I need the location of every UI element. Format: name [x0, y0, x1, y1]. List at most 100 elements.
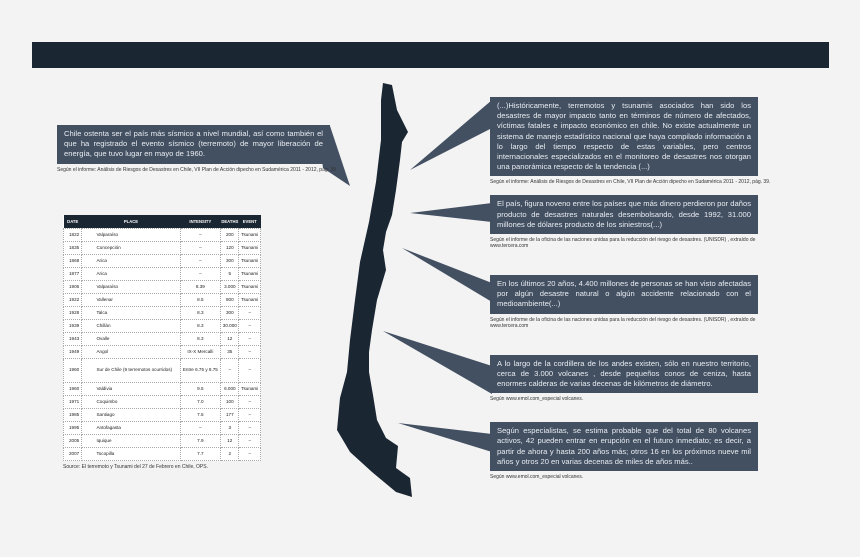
table-cell: 1822: [62, 227, 83, 242]
table-row: 2005 Iquique 7.9 12–: [62, 433, 261, 448]
table-cell: 5: [220, 266, 240, 281]
table-cell: –: [179, 266, 222, 281]
callout-1-group: (...)Históricamente, terremotos y tsunam…: [490, 97, 790, 185]
table-cell: 7.9: [179, 433, 222, 448]
callout-text: En los últimos 20 años, 4.400 millones d…: [497, 279, 751, 309]
callout-text: El país, figura noveno entre los países …: [497, 199, 751, 229]
table-cell: 300: [220, 305, 240, 320]
callout-text: Chile ostenta ser el país más sísmico a …: [64, 129, 323, 159]
pointer-2: [410, 203, 492, 222]
table-cell: 120: [220, 240, 240, 255]
table-cell: Arica: [81, 266, 181, 281]
col-header: PLACE: [81, 215, 180, 228]
table-cell: Tsunami: [238, 279, 261, 294]
callout-5-group: Según especialistas, se estima probable …: [490, 422, 790, 480]
table-row: 1943 Ovalle 8.3 12–: [62, 331, 261, 346]
table-cell: 100: [220, 394, 240, 409]
table-cell: Concepción: [81, 240, 181, 255]
table-cell: –: [179, 227, 222, 242]
table-cell: –: [179, 253, 222, 268]
table-cell: –: [238, 394, 261, 409]
pointer-5: [398, 423, 492, 452]
col-header: DEATHS: [220, 215, 239, 228]
callout-source: Según www.emol.com_especial volcanes.: [490, 396, 584, 403]
table-cell: Entre 6.75 y 8.75: [179, 357, 222, 383]
table-row: 1835 Concepción –120 Tsunami: [62, 240, 261, 255]
table-cell: Talca: [81, 305, 181, 320]
table-cell: Valparaíso: [81, 279, 181, 294]
callout-text: Según especialistas, se estima probable …: [497, 426, 751, 466]
table-cell: –: [238, 331, 261, 346]
table-cell: Tocopilla: [81, 446, 181, 461]
callout-5: Según especialistas, se estima probable …: [490, 422, 758, 472]
table-cell: 7.0: [179, 394, 222, 409]
table-cell: 6.000: [220, 381, 240, 396]
table-cell: Santiago: [81, 407, 181, 422]
table-cell: 2: [220, 446, 240, 461]
table-cell: –: [220, 357, 240, 383]
table-row: 2007 Tocopilla 7.7 2–: [62, 446, 261, 461]
table-cell: Valdivia: [81, 381, 181, 396]
callout-text: (...)Históricamente, terremotos y tsunam…: [497, 101, 751, 172]
table-cell: 8.3: [179, 318, 222, 333]
table-cell: 8.3: [179, 305, 222, 320]
callout-column: (...)Históricamente, terremotos y tsunam…: [490, 97, 790, 480]
callout-3-group: En los últimos 20 años, 4.400 millones d…: [490, 275, 790, 329]
table-cell: 1922: [62, 292, 83, 307]
table-cell: 2005: [62, 433, 83, 448]
table-cell: 1939: [62, 318, 83, 333]
col-header: DATE: [63, 215, 82, 228]
table-row: 1868 Arica –300 Tsunami: [62, 253, 261, 268]
col-header: EVENT: [238, 215, 261, 228]
callout-3: En los últimos 20 años, 4.400 millones d…: [490, 275, 758, 314]
table-cell: 1906: [62, 279, 83, 294]
table-cell: 1985: [62, 407, 83, 422]
table-row: 1906 Valparaíso 8.39 3.000 Tsunami: [62, 279, 261, 294]
table-row: 1949 Angol IX-X Mercalli 35–: [62, 344, 261, 359]
table-cell: Sur de Chile (9 terremotos ocurridos): [81, 357, 181, 383]
table-cell: 800: [220, 292, 240, 307]
table-cell: Tsunami: [238, 253, 261, 268]
pointer-4: [383, 331, 492, 394]
table-source: Source: El terremoto y Tsunami del 27 de…: [63, 463, 208, 470]
chile-map: [337, 83, 412, 497]
table-cell: 12: [220, 433, 240, 448]
table-row: 1939 Chillán 8.3 30.000–: [62, 318, 261, 333]
table-row: 1877 Arica –5 Tsunami: [62, 266, 261, 281]
table-cell: 1835: [62, 240, 83, 255]
callout-4-group: A lo largo de la cordillera de los andes…: [490, 354, 790, 403]
callout-text: A lo largo de la cordillera de los andes…: [497, 358, 751, 389]
table-cell: Valparaíso: [81, 227, 181, 242]
table-cell: Tsunami: [238, 240, 261, 255]
table-cell: IX-X Mercalli: [179, 344, 222, 359]
callout-left-group: Chile ostenta ser el país más sísmico a …: [57, 125, 342, 173]
table-cell: 3.000: [220, 279, 240, 294]
table-cell: –: [238, 446, 261, 461]
table-cell: –: [179, 240, 222, 255]
table-cell: –: [238, 305, 261, 320]
table-cell: –: [238, 420, 261, 435]
callout-left: Chile ostenta ser el país más sísmico a …: [57, 125, 330, 164]
callout-source: Según www.emol.com_especial volcanes.: [490, 474, 584, 481]
table-cell: 200: [220, 227, 240, 242]
table-cell: –: [238, 344, 261, 359]
table-cell: 8.39: [179, 279, 222, 294]
table-cell: –: [238, 357, 261, 383]
callout-2-group: El país, figura noveno entre los países …: [490, 195, 790, 249]
table-cell: –: [179, 420, 222, 435]
table-cell: 8.3: [179, 331, 222, 346]
table-cell: 2007: [62, 446, 83, 461]
table-cell: Tsunami: [238, 266, 261, 281]
table-cell: 12: [220, 331, 240, 346]
table-cell: Vallenar: [81, 292, 181, 307]
table-cell: Chillán: [81, 318, 181, 333]
callout-source: Según el informe de la oficina de las na…: [490, 237, 756, 250]
table-cell: 300: [220, 253, 240, 268]
table-row: 1960 Sur de Chile (9 terremotos ocurridos…: [62, 357, 261, 383]
table-cell: –: [238, 407, 261, 422]
table-row: 1822 Valparaíso –200 Tsunami: [62, 227, 261, 242]
callout-source: Según el informe: Análisis de Riesgos de…: [57, 166, 338, 173]
table-row: 1971 Coquimbo 7.0 100–: [62, 394, 261, 409]
table-cell: Ovalle: [81, 331, 181, 346]
table-cell: 30.000: [220, 318, 240, 333]
